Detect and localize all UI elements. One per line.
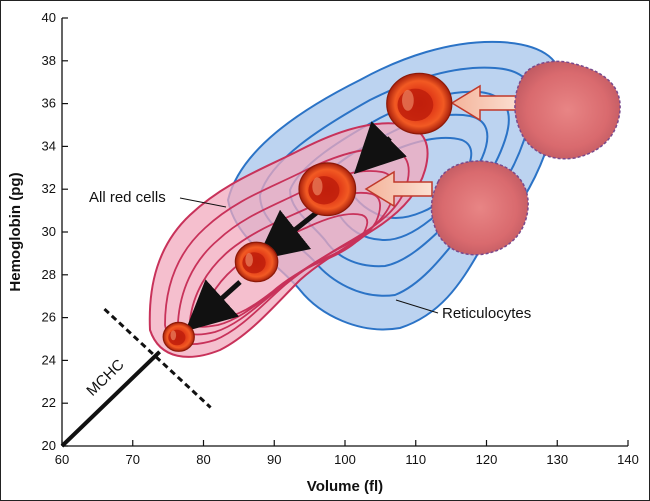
- all-red-cells-leader: [179, 197, 227, 208]
- x-ticks: 60 70 80 90 100 110 120 130 140: [55, 440, 639, 467]
- red-cell-highlight: [312, 177, 323, 196]
- red-cell: [298, 162, 357, 217]
- maturation-arrows: [185, 121, 407, 332]
- x-tick-label: 100: [334, 452, 356, 467]
- red-cell: [162, 321, 195, 352]
- x-axis-title: Volume (fl): [307, 478, 383, 495]
- red-cell: [234, 241, 279, 283]
- reticulocyte-cell: [430, 160, 529, 256]
- x-tick-label: 120: [476, 452, 498, 467]
- y-axis-title: Hemoglobin (pg): [7, 172, 24, 291]
- x-tick-label: 60: [55, 452, 69, 467]
- y-tick-label: 24: [42, 352, 56, 367]
- reticulocytes-leader: [395, 299, 439, 314]
- y-tick-label: 38: [42, 53, 56, 68]
- mchc-label: MCHC: [83, 356, 127, 400]
- red-cell: [386, 72, 453, 135]
- x-tick-label: 90: [267, 452, 281, 467]
- red-cell-highlight: [245, 253, 253, 267]
- arrow-segment: [185, 279, 242, 332]
- y-tick-label: 30: [42, 224, 56, 239]
- x-tick-label: 70: [126, 452, 140, 467]
- y-tick-label: 32: [42, 181, 56, 196]
- arrow-segment: [256, 208, 322, 261]
- mchc-dashed-line: [103, 307, 212, 409]
- red-cell-highlight: [402, 89, 414, 111]
- red-cell-highlight: [170, 330, 177, 341]
- reticulocyte-cells: [430, 60, 621, 256]
- rbc-contour: [189, 191, 381, 328]
- y-tick-label: 34: [42, 138, 56, 153]
- y-tick-label: 20: [42, 438, 56, 453]
- reticulocyte-arrows: [364, 84, 521, 208]
- reticulocyte-cell: [514, 60, 621, 160]
- x-tick-label: 140: [617, 452, 639, 467]
- retic-arrow-upper: [450, 84, 521, 122]
- y-ticks: 20 22 24 26 28 30 32 34 36 38 40: [42, 10, 68, 453]
- retic-arrow-lower: [364, 170, 433, 208]
- x-tick-label: 110: [405, 452, 426, 467]
- all-red-cells-label: All red cells: [89, 189, 166, 206]
- arrow-segment: [353, 121, 407, 175]
- red-cells: [162, 72, 453, 352]
- mchc-solid-line: [60, 350, 162, 448]
- retic-contour: [258, 66, 535, 297]
- x-tick-label: 80: [196, 452, 210, 467]
- axes: 60 70 80 90 100 110 120 130 140 20 22 24 26 28 30 32 34…: [7, 10, 639, 495]
- reticulocytes-label: Reticulocytes: [442, 305, 531, 322]
- y-tick-label: 22: [42, 395, 56, 410]
- y-tick-label: 36: [42, 96, 56, 111]
- y-tick-label: 40: [42, 10, 56, 25]
- y-tick-label: 26: [42, 310, 56, 325]
- y-tick-label: 28: [42, 267, 56, 282]
- x-tick-label: 130: [546, 452, 568, 467]
